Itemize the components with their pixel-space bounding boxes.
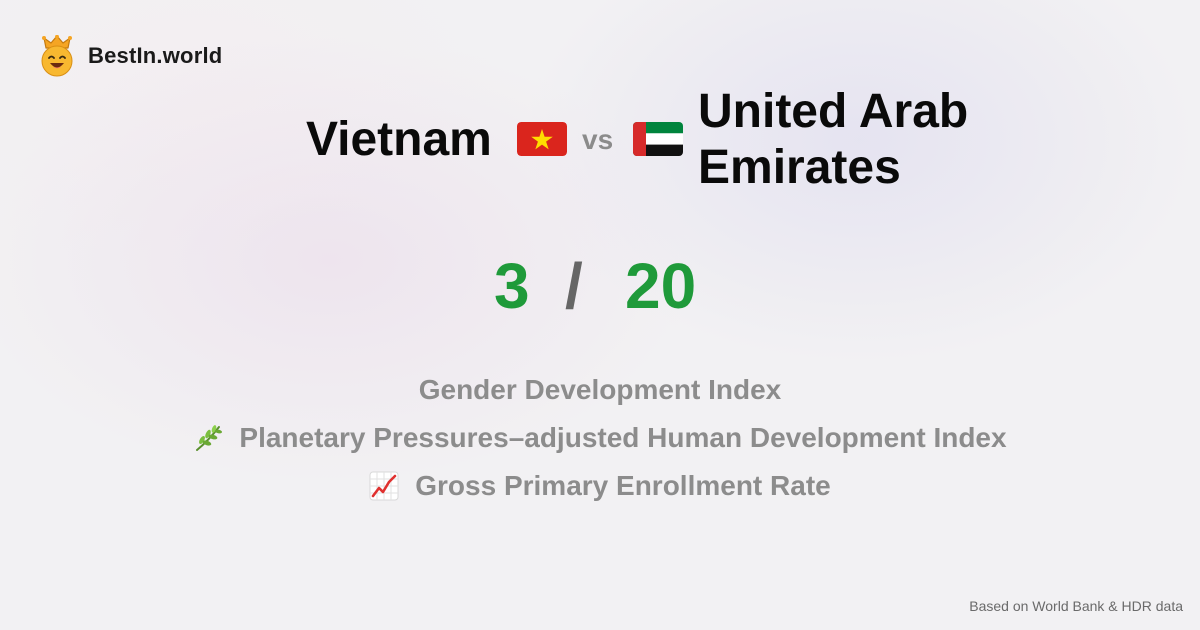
brand[interactable]: BestIn.world (38, 35, 222, 77)
score-country-b: 20 (625, 250, 697, 322)
data-source-note: Based on World Bank & HDR data (969, 598, 1183, 614)
index-item-planetary-hdi[interactable]: Planetary Pressures–adjusted Human Devel… (193, 414, 1007, 462)
index-label: Planetary Pressures–adjusted Human Devel… (239, 422, 1007, 453)
index-list: Gender Development Index Planetary Press… (0, 366, 1200, 510)
herb-icon (196, 425, 223, 451)
score: 3 / 20 (0, 250, 1200, 322)
vs-label: vs (582, 124, 614, 155)
country-b-name[interactable]: United Arab Emirates (698, 85, 969, 194)
index-label: Gross Primary Enrollment Rate (415, 470, 831, 501)
index-item-gender-development[interactable]: Gender Development Index (419, 366, 782, 414)
index-label: Gender Development Index (418, 374, 782, 405)
crown-smiley-icon (41, 35, 73, 77)
score-country-a: 3 (494, 250, 530, 322)
country-a-name[interactable]: Vietnam (306, 113, 492, 166)
uae-flag-icon (633, 122, 683, 156)
comparison-title: Vietnam vs United Arab Emirates (0, 84, 1200, 196)
index-item-primary-enrollment[interactable]: Gross Primary Enrollment Rate (369, 462, 831, 510)
brand-name: BestIn.world (88, 43, 223, 68)
chart-increasing-icon (369, 471, 399, 501)
score-separator: / (565, 250, 583, 322)
vietnam-flag-icon (517, 122, 567, 156)
